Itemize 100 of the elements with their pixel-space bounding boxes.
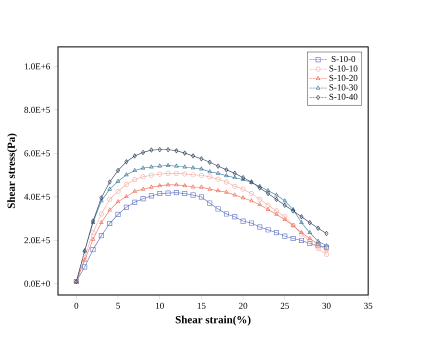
point (208, 169, 212, 174)
point (307, 241, 312, 246)
point (232, 214, 238, 220)
point (308, 230, 312, 234)
point (240, 186, 246, 192)
point (257, 224, 262, 230)
point (107, 196, 112, 202)
point (132, 177, 138, 182)
point (299, 220, 304, 224)
point (116, 199, 120, 204)
point (199, 156, 204, 162)
point (182, 183, 187, 188)
x-tick-label: 15 (198, 302, 206, 309)
point (308, 220, 312, 226)
point (282, 214, 288, 220)
point (282, 198, 287, 202)
point (99, 195, 104, 200)
point (191, 153, 196, 158)
point (132, 168, 137, 172)
point (216, 176, 221, 182)
point (190, 184, 196, 188)
legend-label: S-10-20 (329, 74, 358, 81)
point (141, 150, 145, 155)
point (274, 212, 279, 216)
point (258, 184, 262, 188)
point (90, 230, 96, 236)
point (300, 214, 304, 220)
point (240, 195, 246, 200)
point (174, 190, 179, 196)
point (232, 184, 238, 189)
point (198, 194, 204, 200)
y-tick-label: 4.0E+5 (24, 194, 50, 200)
point (216, 206, 221, 212)
point (290, 207, 296, 211)
point (116, 178, 120, 183)
legend-label: S-10-10 (329, 65, 358, 72)
point (282, 234, 288, 239)
point (132, 188, 137, 193)
point (174, 170, 179, 176)
point (266, 188, 270, 192)
point (182, 164, 187, 168)
point (82, 264, 88, 270)
y-tick-label: 6.0E+5 (24, 150, 50, 156)
point (298, 238, 304, 243)
x-tick-label: 25 (280, 302, 289, 309)
point (190, 172, 196, 178)
point (166, 182, 170, 186)
x-tick-label: 5 (116, 302, 120, 309)
point (307, 238, 312, 244)
point (298, 232, 304, 237)
point (149, 184, 154, 189)
point (124, 172, 129, 176)
point (107, 186, 112, 191)
point (99, 198, 104, 202)
point (208, 160, 212, 165)
point (266, 191, 270, 196)
point (308, 236, 312, 240)
point (124, 204, 129, 210)
point (116, 168, 120, 173)
point (174, 164, 179, 168)
point (232, 192, 237, 196)
point (132, 153, 137, 158)
point (316, 238, 320, 243)
x-tick-label: 0 (74, 302, 78, 309)
point (190, 165, 196, 170)
x-tick-label: 10 (156, 302, 164, 309)
point (182, 150, 187, 156)
point (124, 182, 129, 187)
y-tick-label: 1.0E+6 (24, 63, 50, 70)
point (182, 171, 188, 176)
point (282, 217, 287, 221)
legend-label: S-10-40 (329, 94, 358, 100)
point (274, 208, 279, 214)
point (182, 191, 188, 196)
point (224, 190, 229, 194)
point (316, 242, 320, 246)
point (132, 200, 138, 205)
legend-label: S-10-0 (332, 56, 356, 62)
point (258, 185, 262, 190)
point (149, 148, 154, 153)
point (98, 233, 104, 238)
point (274, 196, 278, 202)
point (232, 170, 237, 176)
point (266, 202, 271, 208)
point (140, 166, 146, 170)
point (291, 208, 296, 214)
point (249, 198, 254, 202)
y-axis-title: Shear stress(Pa) (7, 134, 18, 208)
y-tick-label: 0.0E+0 (24, 280, 50, 287)
point (248, 191, 254, 196)
point (157, 172, 162, 177)
point (216, 188, 220, 192)
point (174, 148, 178, 154)
point (274, 230, 279, 236)
point (224, 180, 229, 184)
y-tick-label: 2.0E+5 (24, 237, 50, 244)
point (199, 184, 204, 189)
x-tick-label: 20 (239, 302, 248, 309)
point (174, 182, 179, 186)
point (140, 174, 146, 180)
